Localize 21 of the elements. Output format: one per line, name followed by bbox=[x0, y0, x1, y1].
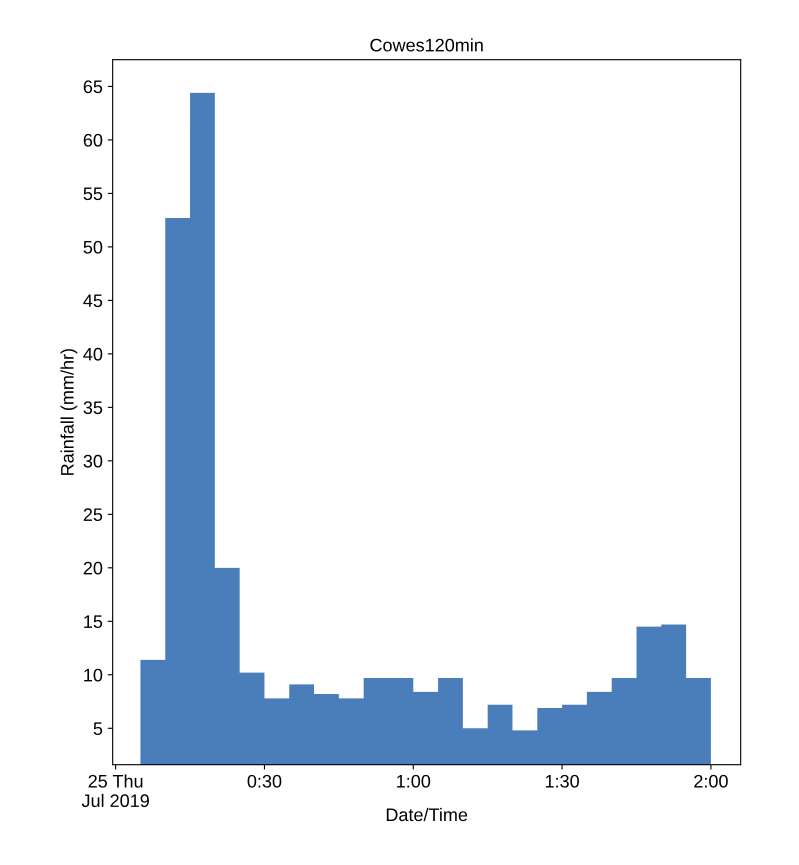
y-tick-label: 60 bbox=[84, 134, 102, 147]
y-axis-title: Rainfall (mm/hr) bbox=[60, 349, 78, 475]
x-axis-title: Date/Time bbox=[386, 808, 468, 822]
x-tick-label: 0:30 bbox=[248, 774, 282, 788]
y-tick-label: 25 bbox=[84, 508, 102, 522]
y-tick-label: 10 bbox=[84, 668, 102, 682]
y-tick-label: 55 bbox=[84, 188, 102, 200]
y-tick-label: 65 bbox=[84, 80, 102, 94]
y-tick-label: 30 bbox=[84, 454, 102, 468]
y-tick-label: 40 bbox=[83, 348, 102, 361]
x-tick-label: 1:00 bbox=[397, 774, 430, 788]
y-tick-label: 5 bbox=[94, 722, 102, 736]
y-tick-label: 35 bbox=[84, 401, 102, 414]
x-tick-label: 1:30 bbox=[546, 774, 579, 788]
y-tick-label: 20 bbox=[84, 562, 102, 575]
chart-title: Cowes120min bbox=[370, 38, 483, 52]
x-tick-label: 2:00 bbox=[694, 774, 728, 788]
x-tick-label: 25 Thu Jul 2019 bbox=[82, 774, 149, 808]
y-tick-label: 45 bbox=[83, 294, 102, 308]
y-tick-label: 50 bbox=[84, 240, 102, 254]
y-tick-label: 15 bbox=[84, 615, 102, 628]
